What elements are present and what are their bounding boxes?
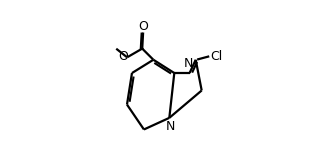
- Text: N: N: [184, 57, 193, 70]
- Text: O: O: [138, 20, 148, 33]
- Text: O: O: [118, 50, 128, 63]
- Text: N: N: [166, 121, 175, 133]
- Text: Cl: Cl: [210, 50, 222, 63]
